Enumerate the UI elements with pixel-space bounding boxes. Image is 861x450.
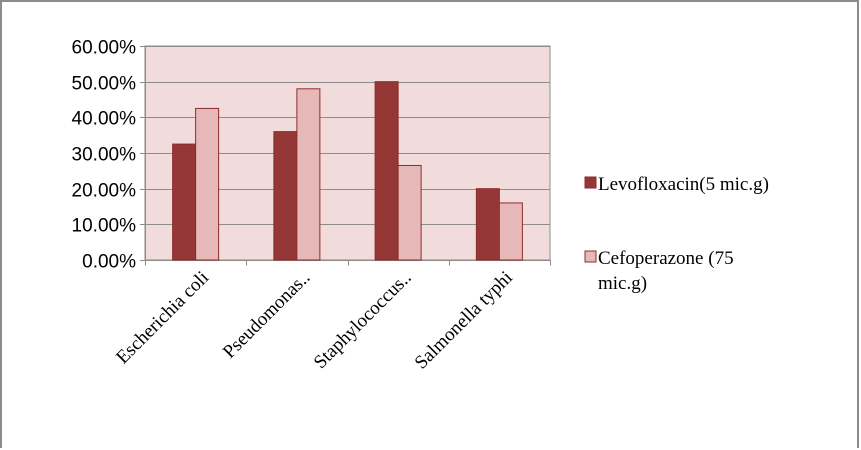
bar-cefoperazone	[195, 107, 220, 261]
y-tick-label: 20.00%	[72, 181, 137, 202]
bar-cefoperazone	[296, 88, 321, 261]
y-tick-label: 30.00%	[72, 145, 137, 166]
category-label: Staphylococcus..	[310, 267, 416, 373]
bar-levofloxacin	[374, 81, 399, 261]
legend-swatch	[584, 176, 597, 189]
legend-label-line: Levofloxacin(5 mic.g)	[598, 174, 769, 195]
y-tick-label: 40.00%	[72, 109, 137, 130]
legend-label: Cefoperazone (75 mic.g)	[598, 248, 734, 294]
bar-cefoperazone	[498, 202, 523, 261]
legend-label: Levofloxacin(5 mic.g)	[598, 174, 769, 195]
y-tick-label: 50.00%	[72, 74, 137, 95]
category-label: Pseudomonas..	[219, 267, 314, 362]
y-tick-label: 60.00%	[72, 38, 137, 59]
bar-cefoperazone	[397, 164, 422, 261]
category-label: Salmonella typhi	[411, 267, 517, 373]
y-tick-label: 0.00%	[82, 252, 136, 273]
bar-levofloxacin	[172, 143, 197, 261]
bar-levofloxacin	[273, 131, 298, 261]
bar-levofloxacin	[475, 188, 500, 261]
y-tick-label: 10.00%	[72, 216, 137, 237]
legend-swatch	[584, 250, 597, 263]
category-label: Escherichia coli	[112, 267, 213, 368]
legend-label-line: mic.g)	[598, 273, 647, 294]
legend-label-line: Cefoperazone (75	[598, 248, 734, 269]
